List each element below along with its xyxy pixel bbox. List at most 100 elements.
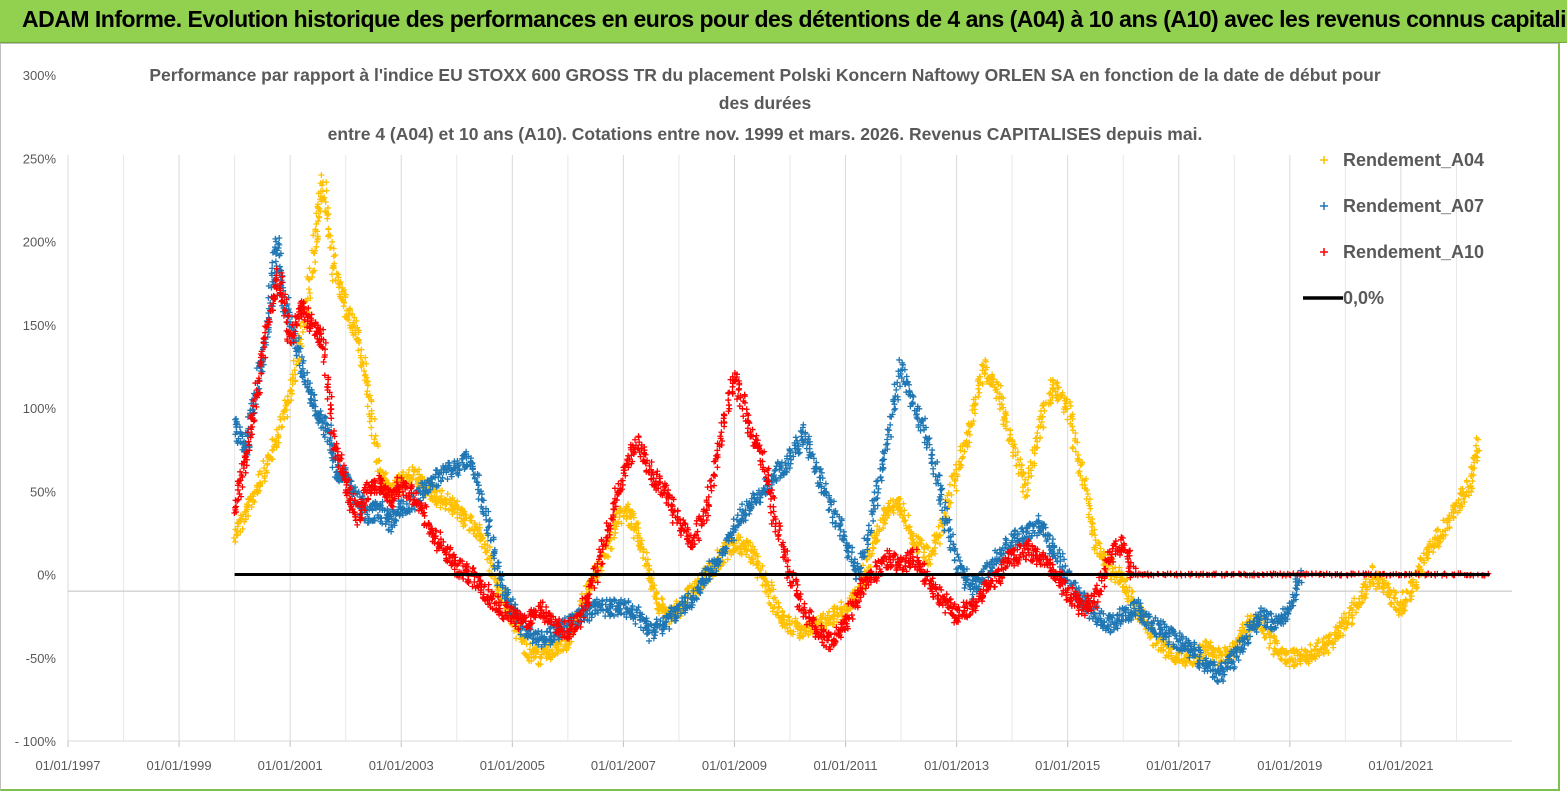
- Rendement_A04-point: [786, 614, 792, 620]
- x-tick-label: 01/01/2009: [702, 758, 767, 773]
- Rendement_A04-point: [538, 655, 544, 661]
- Rendement_A07-point: [870, 518, 876, 524]
- x-tick-label: 01/01/2003: [369, 758, 434, 773]
- Rendement_A04-point: [1070, 446, 1076, 452]
- Rendement_A04-point: [307, 290, 313, 296]
- Rendement_A04-point: [1307, 642, 1313, 648]
- y-tick-label: 150%: [23, 318, 57, 333]
- Rendement_A07-point: [866, 522, 872, 528]
- x-tick-label: 01/01/2019: [1257, 758, 1322, 773]
- y-tick-label: - 100%: [15, 734, 57, 749]
- Rendement_A07-point: [962, 585, 968, 591]
- Rendement_A04-point: [870, 545, 876, 551]
- x-tick-label: 01/01/2005: [480, 758, 545, 773]
- Rendement_A04-point: [1279, 657, 1285, 663]
- Rendement_A07-point: [1035, 513, 1041, 519]
- Rendement_A04-point: [1349, 620, 1355, 626]
- Rendement_A04-point: [316, 215, 322, 221]
- Rendement_A10-point: [235, 487, 241, 493]
- Rendement_A04-point: [325, 226, 331, 232]
- Rendement_A04-point: [373, 433, 379, 439]
- Rendement_A04-point: [328, 244, 334, 250]
- Rendement_A10-point: [233, 504, 239, 510]
- Rendement_A04-point: [976, 382, 982, 388]
- Rendement_A04-point: [609, 546, 615, 552]
- Rendement_A04-point: [368, 425, 374, 431]
- Rendement_A07-point: [937, 501, 943, 507]
- Rendement_A04-point: [947, 482, 953, 488]
- x-tick-label: 01/01/2017: [1146, 758, 1211, 773]
- axes: 01/01/1997 01/01/1999 01/01/2001 01/01/2003…: [15, 68, 1512, 773]
- x-tick-label: 01/01/2021: [1368, 758, 1433, 773]
- Rendement_A04-point: [1130, 589, 1136, 595]
- Rendement_A04-point: [358, 347, 364, 353]
- Rendement_A07-point: [875, 490, 881, 496]
- Rendement_A07-point: [970, 591, 976, 597]
- Rendement_A07-point: [329, 464, 335, 470]
- Rendement_A04-point: [1041, 408, 1047, 414]
- Rendement_A04-point: [329, 239, 335, 245]
- y-tick-label: 200%: [23, 235, 57, 250]
- x-tick-label: 01/01/2001: [258, 758, 323, 773]
- Rendement_A04-point: [1266, 645, 1272, 651]
- Rendement_A04-point: [445, 491, 451, 497]
- Rendement_A04-point: [725, 556, 731, 562]
- y-tick-label: 50%: [30, 484, 56, 499]
- Rendement_A04-point: [323, 179, 329, 185]
- Rendement_A07-point: [892, 406, 898, 412]
- Rendement_A04-point: [962, 449, 968, 455]
- Rendement_A07-point: [893, 387, 899, 393]
- Rendement_A04-point: [279, 424, 285, 430]
- Rendement_A04-point: [277, 417, 283, 423]
- Rendement_A04-point: [1388, 601, 1394, 607]
- Rendement_A07-point: [957, 558, 963, 564]
- Rendement_A07-point: [928, 456, 934, 462]
- Rendement_A07-point: [660, 631, 666, 637]
- Rendement_A04-point: [318, 172, 324, 178]
- Rendement_A04-point: [905, 512, 911, 518]
- Rendement_A04-point: [1370, 564, 1376, 570]
- x-tick-label: 01/01/2007: [591, 758, 656, 773]
- Rendement_A07-point: [1215, 679, 1221, 685]
- Rendement_A04-point: [331, 265, 337, 271]
- Rendement_A07-point: [880, 457, 886, 463]
- Rendement_A04-point: [1034, 435, 1040, 441]
- Rendement_A04-point: [1464, 479, 1470, 485]
- Rendement_A07-point: [954, 551, 960, 557]
- Rendement_A04-point: [326, 232, 332, 238]
- Rendement_A04-point: [355, 347, 361, 353]
- Rendement_A04-point: [312, 259, 318, 265]
- Rendement_A04-point: [1028, 473, 1034, 479]
- Rendement_A07-point: [476, 496, 482, 502]
- Rendement_A07-point: [273, 259, 279, 265]
- data-points: [231, 172, 1491, 685]
- Rendement_A07-point: [276, 235, 282, 241]
- Rendement_A04-point: [976, 390, 982, 396]
- Rendement_A04-point: [329, 271, 335, 277]
- Rendement_A04-point: [1098, 545, 1104, 551]
- Rendement_A07-point: [793, 434, 799, 440]
- Rendement_A07-point: [479, 491, 485, 497]
- Rendement_A04-point: [659, 595, 665, 601]
- Rendement_A04-point: [365, 403, 371, 409]
- y-tick-label: -50%: [26, 651, 57, 666]
- Rendement_A04-point: [1087, 506, 1093, 512]
- Rendement_A07-point: [807, 446, 813, 452]
- Rendement_A04-point: [306, 286, 312, 292]
- y-tick-label: 250%: [23, 151, 57, 166]
- x-tick-label: 01/01/1999: [147, 758, 212, 773]
- x-tick-label: 01/01/1997: [35, 758, 100, 773]
- y-tick-label: 300%: [23, 68, 57, 83]
- Rendement_A04-point: [232, 539, 238, 545]
- Rendement_A04-point: [324, 188, 330, 194]
- Rendement_A07-point: [879, 478, 885, 484]
- Rendement_A04-point: [644, 550, 650, 556]
- Rendement_A04-point: [838, 599, 844, 605]
- y-tick-label: 0%: [37, 568, 56, 583]
- Rendement_A07-point: [787, 465, 793, 471]
- Rendement_A04-point: [1267, 640, 1273, 646]
- Rendement_A07-point: [269, 260, 275, 266]
- y-tick-label: 100%: [23, 401, 57, 416]
- Rendement_A04-point: [776, 604, 782, 610]
